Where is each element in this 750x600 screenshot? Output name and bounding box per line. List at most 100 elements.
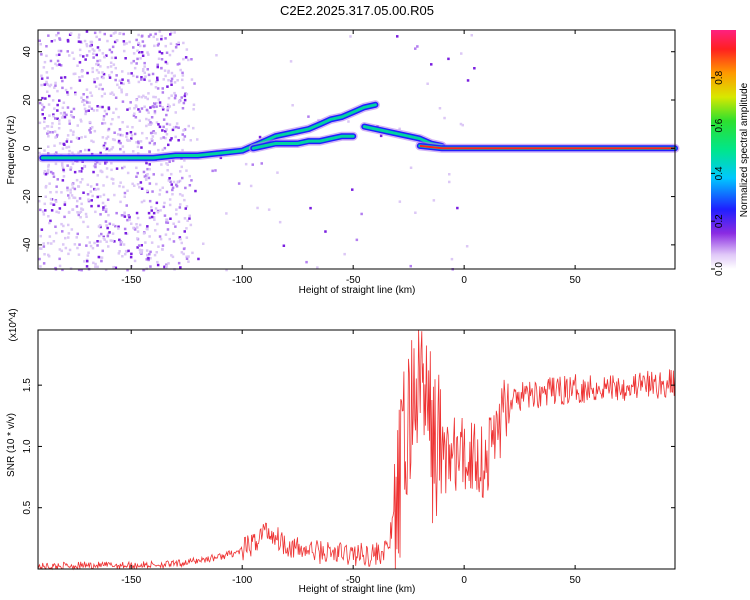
- noise-cell: [122, 82, 125, 86]
- noise-cell: [111, 146, 115, 149]
- noise-cell: [182, 57, 185, 61]
- noise-cell: [161, 108, 165, 111]
- noise-cell: [164, 74, 167, 78]
- noise-cell: [188, 184, 192, 187]
- noise-cell: [77, 33, 81, 36]
- noise-cell: [53, 130, 57, 133]
- noise-cell: [165, 133, 169, 136]
- noise-cell: [114, 266, 118, 270]
- noise-cell: [147, 111, 150, 114]
- noise-cell: [92, 52, 95, 55]
- noise-cell: [189, 139, 192, 142]
- noise-cell: [42, 262, 46, 265]
- noise-cell: [145, 124, 148, 128]
- noise-cell: [71, 208, 74, 211]
- noise-cell: [93, 129, 97, 133]
- noise-cell: [47, 255, 51, 258]
- noise-cell: [99, 151, 102, 155]
- noise-cell: [149, 131, 153, 135]
- noise-cell: [148, 79, 151, 83]
- noise-cell: [134, 116, 138, 119]
- noise-cell: [141, 69, 145, 73]
- noise-cell: [112, 111, 115, 114]
- noise-cell: [69, 32, 73, 35]
- noise-cell: [38, 101, 42, 105]
- noise-cell: [130, 222, 133, 225]
- noise-cell: [171, 188, 174, 192]
- noise-cell: [68, 54, 71, 57]
- noise-cell: [109, 61, 113, 64]
- noise-cell: [167, 71, 170, 74]
- noise-cell: [133, 66, 137, 70]
- noise-cell: [61, 164, 64, 167]
- noise-cell: [174, 94, 177, 97]
- spectrogram-panel: -150 -100 -50 0 50 -40 -20 0 20 40 Height of str…: [6, 29, 680, 296]
- noise-cell: [168, 53, 172, 57]
- noise-cell: [38, 257, 41, 261]
- noise-cell: [43, 170, 47, 173]
- noise-cell: [101, 71, 104, 74]
- noise-cell: [124, 252, 127, 256]
- noise-cell: [84, 99, 88, 103]
- noise-cell: [93, 49, 96, 52]
- noise-cell: [146, 68, 149, 71]
- noise-cell: [55, 210, 58, 214]
- noise-cell: [88, 241, 91, 244]
- noise-cell: [106, 66, 110, 69]
- noise-cell: [51, 67, 54, 70]
- noise-cell: [112, 223, 115, 226]
- noise-cell: [133, 107, 136, 110]
- noise-cell: [460, 52, 463, 55]
- noise-cell: [102, 236, 105, 240]
- noise-cell: [75, 178, 79, 182]
- noise-cell: [126, 125, 129, 128]
- noise-cell: [211, 169, 214, 173]
- noise-cell: [97, 225, 101, 228]
- noise-cell: [61, 147, 65, 150]
- noise-cell: [86, 95, 89, 99]
- noise-cell: [174, 225, 177, 228]
- noise-cell: [140, 251, 143, 254]
- noise-cell: [71, 133, 75, 136]
- noise-cell: [138, 186, 141, 189]
- noise-cell: [81, 75, 84, 78]
- noise-cell: [78, 76, 81, 79]
- noise-cell: [307, 115, 310, 118]
- noise-cell: [107, 107, 111, 111]
- noise-cell: [111, 45, 115, 49]
- noise-cell: [130, 61, 133, 65]
- noise-cell: [183, 217, 187, 220]
- noise-cell: [183, 159, 186, 162]
- noise-cell: [43, 127, 46, 130]
- noise-cell: [126, 108, 129, 111]
- noise-cell: [38, 199, 41, 203]
- noise-cell: [102, 193, 106, 197]
- noise-cell: [93, 31, 97, 35]
- noise-cell: [175, 183, 178, 187]
- noise-cell: [164, 136, 167, 140]
- noise-cell: [45, 71, 49, 74]
- noise-cell: [108, 149, 111, 152]
- noise-cell: [41, 113, 44, 116]
- noise-cell: [70, 110, 73, 113]
- noise-cell: [147, 118, 151, 122]
- noise-cell: [53, 107, 56, 110]
- noise-cell: [44, 184, 48, 188]
- noise-cell: [157, 148, 160, 152]
- noise-cell: [154, 86, 158, 89]
- noise-cell: [142, 268, 145, 272]
- noise-cell: [93, 78, 96, 81]
- noise-cell: [46, 83, 49, 86]
- noise-cell: [185, 257, 189, 260]
- noise-cell: [138, 248, 142, 252]
- noise-cell: [167, 69, 170, 73]
- noise-cell: [186, 219, 189, 222]
- noise-cell: [324, 230, 327, 233]
- noise-cell: [110, 50, 114, 54]
- noise-cell: [409, 166, 413, 169]
- noise-cell: [58, 207, 62, 210]
- noise-cell: [104, 220, 108, 223]
- noise-cell: [144, 96, 147, 99]
- noise-cell: [71, 151, 74, 154]
- noise-cell: [184, 56, 188, 59]
